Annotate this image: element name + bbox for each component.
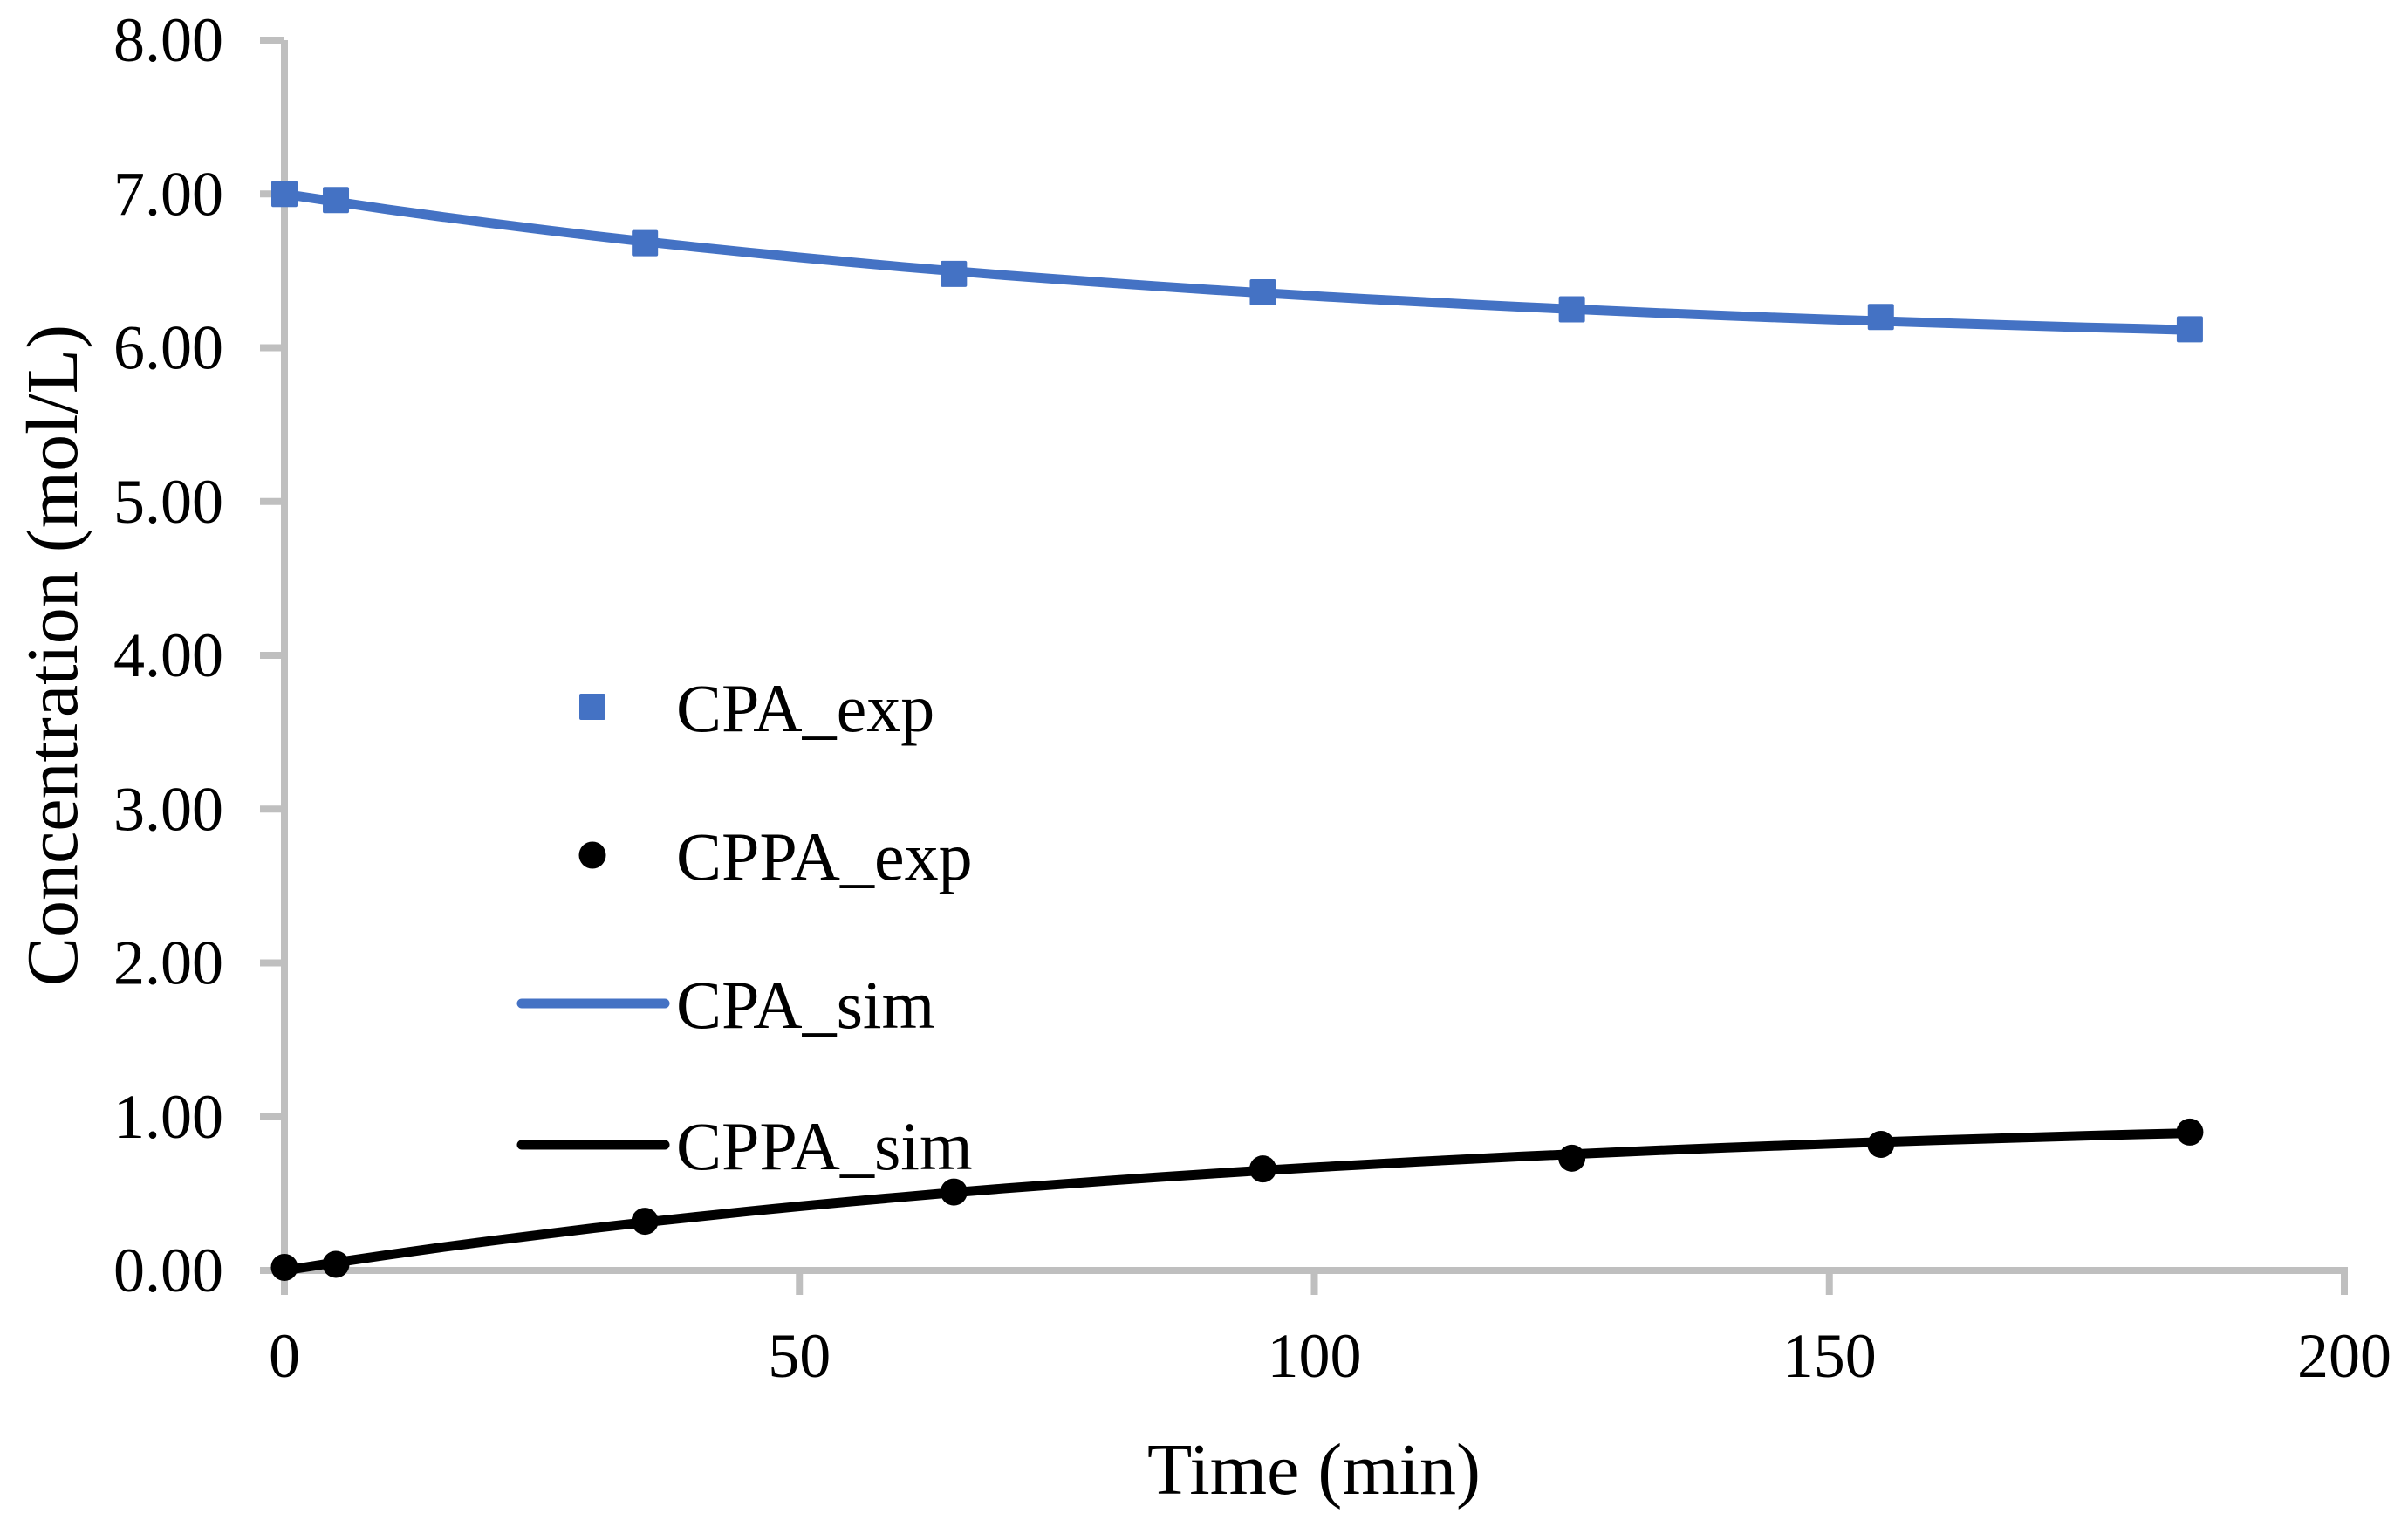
y-tick-label: 1.00 [113, 1082, 223, 1152]
marker-CPA_exp [1867, 304, 1894, 331]
marker-CPPA_exp [1248, 1155, 1276, 1183]
legend-item-CPA_sim: CPA_sim [516, 967, 934, 1043]
legend-item-CPPA_sim: CPPA_sim [516, 1108, 973, 1184]
marker-CPPA_exp [270, 1253, 298, 1281]
y-tick-label: 6.00 [113, 313, 223, 383]
marker-CPA_exp [271, 181, 298, 208]
y-tick-label: 5.00 [113, 467, 223, 537]
y-tick-label: 3.00 [113, 774, 223, 844]
x-tick-label: 150 [1782, 1321, 1877, 1391]
axes-layer: 0.00 1.00 2.00 3.00 4.00 5.00 6.00 7.00 8.00 0 50 1… [113, 5, 2391, 1391]
marker-CPPA_exp [1558, 1144, 1586, 1172]
y-tick-label: 2.00 [113, 928, 223, 998]
marker-CPPA_exp [1867, 1130, 1895, 1158]
legend-label: CPPA_exp [676, 818, 973, 894]
marker-CPA_exp [2176, 316, 2203, 343]
legend-label: CPA_exp [676, 670, 934, 746]
marker-CPA_exp [632, 229, 659, 257]
x-tick-label: 0 [269, 1321, 300, 1391]
legend-item-CPPA_exp: CPPA_exp [578, 818, 973, 894]
y-axis-title: Concentration (mol/L) [12, 325, 93, 986]
legend-item-CPA_exp: CPA_exp [579, 670, 934, 746]
series-line-CPPA_sim [279, 1128, 2195, 1276]
marker-CPPA_exp [940, 1178, 968, 1206]
series-line-CPA_sim [279, 188, 2195, 335]
marker-CPPA_exp [2176, 1118, 2204, 1146]
x-tick-label: 50 [768, 1321, 831, 1391]
marker-CPPA_exp [322, 1250, 350, 1278]
y-tick-label: 7.00 [113, 159, 223, 229]
x-tick-label: 100 [1268, 1321, 1362, 1391]
legend-marker-circle-icon [578, 841, 606, 869]
x-axis-title: Time (min) [1147, 1429, 1481, 1510]
legend: CPA_exp CPPA_exp CPA_sim CPPA_sim [516, 670, 973, 1184]
legend-label: CPPA_sim [676, 1108, 973, 1184]
x-tick-label: 200 [2297, 1321, 2391, 1391]
series-layer [270, 181, 2204, 1281]
marker-CPPA_exp [631, 1208, 659, 1236]
legend-marker-square-icon [579, 694, 605, 720]
legend-label: CPA_sim [676, 967, 934, 1043]
marker-CPA_exp [323, 187, 350, 214]
y-tick-label: 8.00 [113, 5, 223, 75]
y-tick-label: 0.00 [113, 1236, 223, 1305]
marker-CPA_exp [1249, 279, 1276, 306]
y-tick-label: 4.00 [113, 620, 223, 690]
marker-CPA_exp [1558, 296, 1585, 323]
marker-CPA_exp [941, 260, 968, 287]
